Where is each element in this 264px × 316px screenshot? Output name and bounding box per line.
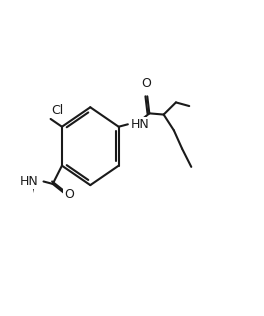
Text: HN: HN xyxy=(20,175,39,188)
Text: O: O xyxy=(65,188,74,201)
Text: Cl: Cl xyxy=(52,104,64,117)
Text: O: O xyxy=(141,77,151,90)
Text: HN: HN xyxy=(131,118,150,131)
